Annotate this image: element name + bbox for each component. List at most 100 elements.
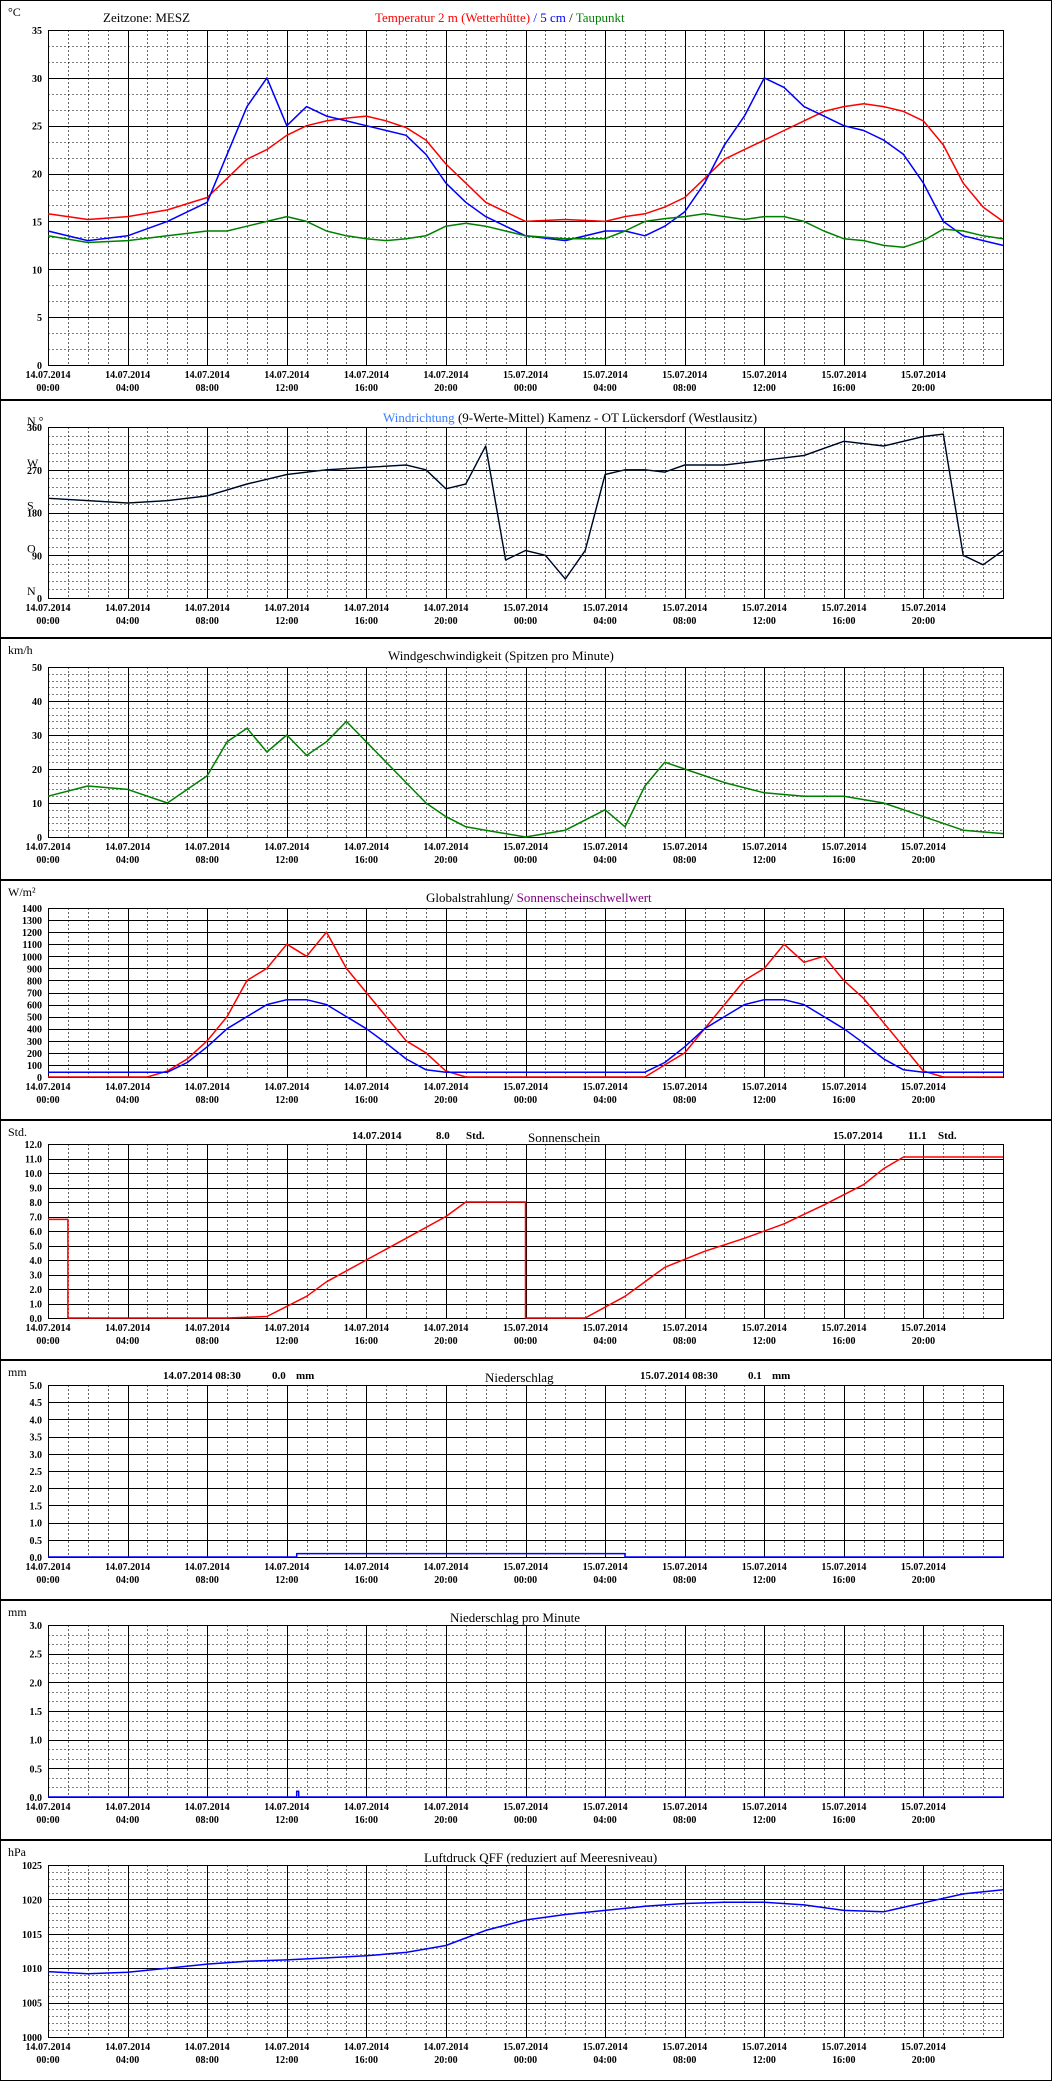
- title-part: Niederschlag: [485, 1370, 554, 1385]
- x-tick-date: 14.07.2014: [105, 2042, 150, 2053]
- panel-winddirection: 0 90 180 270 360 14.07.2014 00:00 14.07.2014 04:…: [0, 400, 1052, 638]
- y-tick-label: 7.0: [30, 1213, 43, 1224]
- x-tick-date: 15.07.2014: [503, 1562, 548, 1573]
- series-line-sunshine-0: [48, 1156, 1003, 1319]
- panel-temperature: 0 5 10 15 20 25 30 35 14.07.2014 00:00 14.07.2014 0…: [0, 0, 1052, 400]
- x-tick-time: 04:00: [116, 383, 139, 394]
- panel-title: Niederschlag: [485, 1370, 554, 1385]
- x-tick-time: 08:00: [673, 1336, 696, 1347]
- x-tick-time: 20:00: [912, 1336, 935, 1347]
- y-tick-label: 10: [32, 799, 42, 810]
- panel-precip: 0.0 0.5 1.0 1.5 2.0 2.5 3.0 3.5 4.0 4.5 5.0 14.07.2…: [0, 1360, 1052, 1600]
- x-tick-time: 00:00: [514, 2055, 537, 2066]
- x-tick-time: 00:00: [514, 383, 537, 394]
- x-tick-time: 16:00: [832, 1575, 855, 1586]
- x-tick-date: 15.07.2014: [901, 1082, 946, 1093]
- x-tick-date: 14.07.2014: [26, 1562, 71, 1573]
- y-tick-label: 35: [32, 26, 42, 37]
- x-tick-time: 00:00: [36, 616, 59, 627]
- x-tick-date: 14.07.2014: [344, 603, 389, 614]
- x-tick-date: 15.07.2014: [742, 603, 787, 614]
- day-summary-unit: mm: [772, 1370, 790, 1382]
- x-tick-time: 12:00: [275, 1815, 298, 1826]
- x-tick-date: 14.07.2014: [423, 842, 468, 853]
- title-part: Sonnenschein: [528, 1130, 601, 1145]
- y-tick-label: 500: [27, 1013, 42, 1024]
- y-tick-label: 1300: [22, 916, 42, 927]
- x-tick-date: 14.07.2014: [26, 370, 71, 381]
- unit-label: W/m²: [8, 885, 36, 899]
- y-tick-label: 200: [27, 1049, 42, 1060]
- y-tick-label: 1000: [22, 2033, 42, 2044]
- y-tick-label: 2.0: [30, 1678, 43, 1689]
- unit-label: mm: [8, 1605, 27, 1619]
- x-tick-time: 08:00: [195, 383, 218, 394]
- x-tick-date: 14.07.2014: [105, 1323, 150, 1334]
- plot-area: [48, 30, 1004, 366]
- x-tick-date: 15.07.2014: [821, 1802, 866, 1813]
- x-tick-time: 04:00: [116, 855, 139, 866]
- title-part: /: [566, 10, 576, 25]
- y-tick-label: 30: [32, 74, 42, 85]
- y-tick-label: 3.0: [30, 1271, 43, 1282]
- x-tick-date: 14.07.2014: [185, 370, 230, 381]
- x-tick-time: 12:00: [753, 855, 776, 866]
- x-tick-time: 20:00: [912, 616, 935, 627]
- x-tick-time: 16:00: [832, 383, 855, 394]
- x-tick-time: 12:00: [753, 1095, 776, 1106]
- x-tick-date: 15.07.2014: [583, 603, 628, 614]
- x-tick-date: 15.07.2014: [742, 1082, 787, 1093]
- x-tick-date: 14.07.2014: [105, 1562, 150, 1573]
- x-tick-time: 04:00: [116, 1815, 139, 1826]
- x-tick-date: 15.07.2014: [503, 1082, 548, 1093]
- x-tick-date: 15.07.2014: [742, 1323, 787, 1334]
- plot-area: [48, 427, 1004, 599]
- x-tick-date: 15.07.2014: [662, 1562, 707, 1573]
- y-tick-label: 1.0: [30, 1519, 43, 1530]
- y-tick-label: 8.0: [30, 1198, 43, 1209]
- y-tick-label: 0.0: [30, 1314, 43, 1325]
- x-tick-time: 16:00: [355, 1575, 378, 1586]
- y-tick-label: 1.5: [30, 1501, 43, 1512]
- y-tick-label: 4.0: [30, 1256, 43, 1267]
- day-summary-date: 15.07.2014: [833, 1130, 883, 1142]
- x-tick-date: 15.07.2014: [662, 1323, 707, 1334]
- y-tick-label: 4.0: [30, 1415, 43, 1426]
- x-tick-time: 12:00: [275, 616, 298, 627]
- y-tick-label: 0.5: [30, 1764, 43, 1775]
- x-tick-date: 14.07.2014: [26, 1323, 71, 1334]
- x-tick-time: 08:00: [673, 2055, 696, 2066]
- x-tick-date: 15.07.2014: [503, 1802, 548, 1813]
- y-tick-label: 2.5: [30, 1650, 43, 1661]
- x-tick-time: 20:00: [434, 383, 457, 394]
- x-tick-time: 12:00: [753, 616, 776, 627]
- x-tick-time: 16:00: [832, 616, 855, 627]
- x-tick-time: 00:00: [514, 616, 537, 627]
- x-tick-time: 12:00: [275, 1336, 298, 1347]
- x-tick-time: 16:00: [832, 1815, 855, 1826]
- x-tick-time: 16:00: [355, 855, 378, 866]
- x-tick-date: 15.07.2014: [503, 1323, 548, 1334]
- day-summary-value: 0.0: [272, 1370, 286, 1382]
- y-tick-label: 6.0: [30, 1227, 43, 1238]
- x-tick-time: 00:00: [36, 1095, 59, 1106]
- x-tick-time: 00:00: [36, 2055, 59, 2066]
- x-tick-time: 08:00: [673, 1815, 696, 1826]
- x-tick-date: 15.07.2014: [583, 842, 628, 853]
- x-tick-date: 15.07.2014: [901, 1323, 946, 1334]
- x-tick-date: 14.07.2014: [105, 370, 150, 381]
- y-tick-label: 1.5: [30, 1707, 43, 1718]
- x-tick-date: 14.07.2014: [26, 1082, 71, 1093]
- x-tick-date: 14.07.2014: [423, 1802, 468, 1813]
- y-tick-label: 2.0: [30, 1484, 43, 1495]
- y-tick-label: 1020: [22, 1895, 42, 1906]
- x-tick-date: 15.07.2014: [821, 1562, 866, 1573]
- x-tick-time: 04:00: [116, 1095, 139, 1106]
- x-tick-date: 15.07.2014: [662, 370, 707, 381]
- unit-label: mm: [8, 1365, 27, 1379]
- series-line-precip-0: [48, 1552, 1003, 1558]
- title-part: Windgeschwindigkeit (Spitzen pro Minute): [388, 648, 614, 663]
- x-tick-date: 14.07.2014: [264, 2042, 309, 2053]
